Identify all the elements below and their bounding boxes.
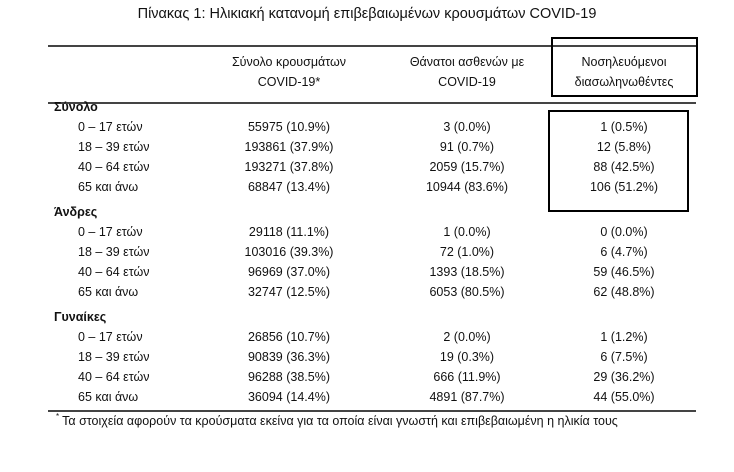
- table-row: 40 – 64 ετών 96969 (37.0%) 1393 (18.5%) 59 …: [0, 265, 734, 285]
- age-cell: 40 – 64 ετών: [78, 265, 150, 279]
- table-title: Πίνακας 1: Ηλικιακή κατανομή επιβεβαιωμέ…: [137, 6, 597, 22]
- age-cell: 65 και άνω: [78, 390, 139, 404]
- footnote: * Τα στοιχεία αφορούν τα κρούσματα εκείνα…: [56, 412, 618, 428]
- intubated-cell: 59 (46.5%): [593, 265, 655, 279]
- deaths-cell: 19 (0.3%): [439, 350, 495, 364]
- deaths-cell: 2059 (15.7%): [429, 160, 505, 174]
- table-row: 40 – 64 ετών 96288 (38.5%) 666 (11.9%) 29 (…: [0, 370, 734, 390]
- age-cell: 0 – 17 ετών: [78, 330, 143, 344]
- cases-cell: 36094 (14.4%): [247, 390, 330, 404]
- table-row: 0 – 17 ετών 29118 (11.1%) 1 (0.0%) 0 (0.0%): [0, 225, 734, 245]
- age-cell: 0 – 17 ετών: [78, 225, 143, 239]
- header-total-cases-line2: COVID-19*: [257, 75, 321, 89]
- intubated-cell: 106 (51.2%): [589, 180, 659, 194]
- header-deaths-line1: Θάνατοι ασθενών με: [409, 55, 525, 69]
- deaths-cell: 6053 (80.5%): [429, 285, 505, 299]
- table-top-rule: [48, 45, 696, 47]
- age-cell: 65 και άνω: [78, 285, 139, 299]
- deaths-cell: 3 (0.0%): [443, 120, 491, 134]
- intubated-cell: 12 (5.8%): [596, 140, 652, 154]
- deaths-cell: 666 (11.9%): [433, 370, 501, 384]
- header-deaths-line2: COVID-19: [438, 75, 496, 89]
- cases-cell: 96969 (37.0%): [247, 265, 330, 279]
- header-intubated: Νοσηλευόμενοι διασωληνωθέντες: [556, 52, 692, 92]
- intubated-cell: 6 (7.5%): [600, 350, 648, 364]
- table-header-rule: [48, 102, 696, 104]
- highlight-box-total-intubated: [548, 110, 689, 212]
- age-cell: 65 και άνω: [78, 180, 139, 194]
- deaths-cell: 1 (0.0%): [443, 225, 491, 239]
- table-row: 0 – 17 ετών 26856 (10.7%) 2 (0.0%) 1 (1.2%): [0, 330, 734, 350]
- cases-cell: 90839 (36.3%): [247, 350, 330, 364]
- group-label: Γυναίκες: [54, 310, 107, 324]
- intubated-cell: 44 (55.0%): [593, 390, 655, 404]
- intubated-cell: 29 (36.2%): [593, 370, 655, 384]
- deaths-cell: 4891 (87.7%): [429, 390, 505, 404]
- group-label: Άνδρες: [54, 205, 98, 219]
- table-row: 18 – 39 ετών 193861 (37.9%) 91 (0.7%) 12 (5…: [0, 140, 734, 160]
- header-intubated-line2: διασωληνωθέντες: [574, 75, 674, 89]
- group-label: Σύνολο: [54, 100, 98, 114]
- header-total-cases-line1: Σύνολο κρουσμάτων: [231, 55, 347, 69]
- age-cell: 40 – 64 ετών: [78, 370, 150, 384]
- age-cell: 0 – 17 ετών: [78, 120, 143, 134]
- intubated-cell: 6 (4.7%): [600, 245, 648, 259]
- footnote-mark: *: [56, 412, 60, 421]
- table-row: 0 – 17 ετών 55975 (10.9%) 3 (0.0%) 1 (0.5%): [0, 120, 734, 140]
- age-cell: 18 – 39 ετών: [78, 350, 150, 364]
- table-row: 65 και άνω 68847 (13.4%) 10944 (83.6%) 106 …: [0, 180, 734, 200]
- cases-cell: 55975 (10.9%): [247, 120, 330, 134]
- intubated-cell: 0 (0.0%): [600, 225, 648, 239]
- cases-cell: 68847 (13.4%): [247, 180, 330, 194]
- deaths-cell: 1393 (18.5%): [429, 265, 505, 279]
- highlight-box-header: [551, 37, 698, 97]
- header-total-cases: Σύνολο κρουσμάτων COVID-19*: [214, 52, 364, 92]
- intubated-cell: 62 (48.8%): [593, 285, 655, 299]
- table-row: 18 – 39 ετών 103016 (39.3%) 72 (1.0%) 6 (4.…: [0, 245, 734, 265]
- cases-cell: 193861 (37.9%): [244, 140, 334, 154]
- intubated-cell: 1 (1.2%): [600, 330, 648, 344]
- cases-cell: 32747 (12.5%): [247, 285, 330, 299]
- deaths-cell: 72 (1.0%): [439, 245, 495, 259]
- deaths-cell: 91 (0.7%): [439, 140, 495, 154]
- cases-cell: 103016 (39.3%): [244, 245, 334, 259]
- age-cell: 40 – 64 ετών: [78, 160, 150, 174]
- cases-cell: 29118 (11.1%): [248, 225, 330, 239]
- cases-cell: 26856 (10.7%): [247, 330, 330, 344]
- table-row: 65 και άνω 32747 (12.5%) 6053 (80.5%) 62 (4…: [0, 285, 734, 305]
- table-bottom-rule: [48, 410, 696, 412]
- cases-cell: 96288 (38.5%): [247, 370, 330, 384]
- table-row: 65 και άνω 36094 (14.4%) 4891 (87.7%) 44 (5…: [0, 390, 734, 410]
- cases-cell: 193271 (37.8%): [244, 160, 334, 174]
- table-row: 18 – 39 ετών 90839 (36.3%) 19 (0.3%) 6 (7.5…: [0, 350, 734, 370]
- header-deaths: Θάνατοι ασθενών με COVID-19: [392, 52, 542, 92]
- footnote-text: Τα στοιχεία αφορούν τα κρούσματα εκείνα …: [62, 414, 618, 428]
- deaths-cell: 2 (0.0%): [443, 330, 491, 344]
- age-cell: 18 – 39 ετών: [78, 245, 150, 259]
- header-intubated-line1: Νοσηλευόμενοι: [581, 55, 667, 69]
- intubated-cell: 1 (0.5%): [600, 120, 648, 134]
- intubated-cell: 88 (42.5%): [593, 160, 655, 174]
- table-row: 40 – 64 ετών 193271 (37.8%) 2059 (15.7%) 88…: [0, 160, 734, 180]
- age-cell: 18 – 39 ετών: [78, 140, 150, 154]
- deaths-cell: 10944 (83.6%): [425, 180, 508, 194]
